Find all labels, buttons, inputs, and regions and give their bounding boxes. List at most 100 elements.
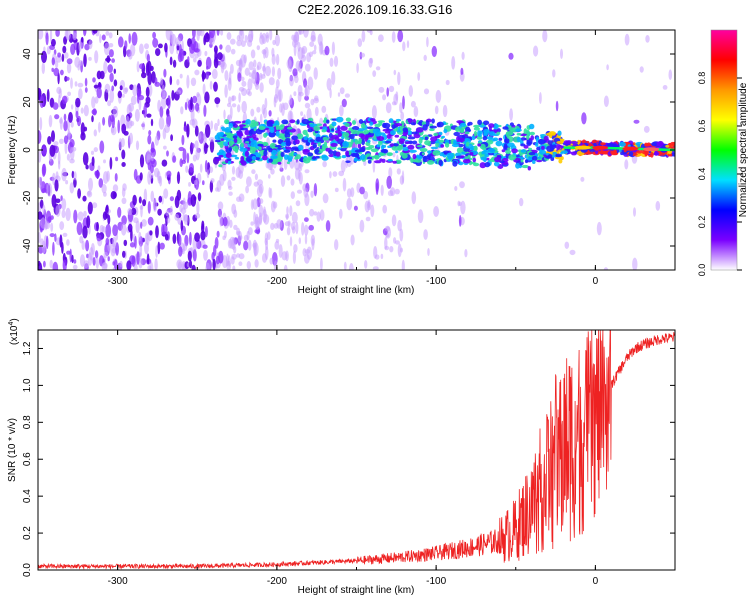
heatmap-cell — [186, 123, 190, 138]
colorbar-tick-label: 0.6 — [697, 120, 707, 133]
signal-cell — [249, 147, 256, 154]
heatmap-cell — [163, 91, 168, 98]
heatmap-cell — [226, 260, 232, 270]
heatmap-cell — [196, 201, 200, 215]
heatmap-cell — [264, 232, 269, 243]
signal-cell — [214, 157, 222, 161]
heatmap-cell — [69, 248, 72, 263]
signal-cell — [443, 128, 448, 134]
heatmap-cell — [78, 40, 82, 52]
heatmap-cell — [255, 213, 259, 225]
heatmap-cell — [172, 59, 177, 68]
heatmap-cell — [216, 103, 219, 108]
heatmap-cell — [136, 60, 140, 73]
heatmap-cell — [194, 53, 199, 59]
heatmap-cell — [231, 95, 235, 102]
heatmap-cell — [107, 256, 110, 262]
signal-cell — [372, 155, 380, 159]
signal-cell — [358, 119, 364, 124]
heatmap-cell — [402, 95, 405, 110]
heatmap-cell — [301, 222, 305, 236]
heatmap-cell — [399, 228, 404, 242]
signal-cell — [419, 148, 428, 152]
signal-cell — [465, 126, 471, 133]
signal-cell — [502, 126, 509, 130]
signal-cell — [386, 152, 393, 157]
svg-text:(x104): (x104) — [8, 318, 20, 345]
spectrogram-y-label: Frequency (Hz) — [7, 116, 18, 185]
heatmap-cell — [128, 53, 133, 60]
signal-cell — [477, 119, 482, 126]
heatmap-cell — [291, 211, 298, 224]
heatmap-cell — [423, 54, 427, 62]
heatmap-cell — [128, 33, 131, 44]
heatmap-cell — [46, 182, 53, 197]
heatmap-cell — [210, 178, 215, 183]
signal-cell — [248, 129, 253, 136]
heatmap-cell — [39, 117, 43, 131]
heatmap-cell — [262, 253, 267, 263]
heatmap-cell — [304, 95, 309, 101]
signal-cell — [523, 145, 529, 149]
signal-cell — [297, 144, 304, 151]
heatmap-cell — [389, 246, 394, 253]
signal-cell — [526, 141, 532, 147]
heatmap-cell — [238, 253, 245, 260]
heatmap-cell — [275, 238, 280, 243]
heatmap-cell — [384, 225, 391, 232]
heatmap-cell — [187, 56, 190, 63]
colorbar-label: Normalized spectral amplitude — [738, 82, 749, 217]
signal-cell — [225, 159, 229, 164]
heatmap-cell — [201, 70, 205, 82]
colorbar-tick-label: 0.4 — [697, 168, 707, 181]
signal-cell — [416, 145, 423, 148]
heatmap-cell — [122, 87, 128, 95]
signal-cell — [529, 123, 535, 130]
heatmap-cell — [176, 79, 180, 86]
signal-cell — [280, 151, 285, 157]
heatmap-cell — [247, 239, 252, 251]
signal-cell — [218, 164, 223, 168]
y-tick-label: 0.2 — [22, 526, 33, 540]
heatmap-cell — [43, 46, 46, 52]
heatmap-cell — [172, 155, 177, 163]
heatmap-cell — [106, 55, 111, 63]
heatmap-cell — [140, 205, 143, 218]
heatmap-cell — [149, 230, 153, 236]
heatmap-cell — [152, 31, 157, 39]
heatmap-cell — [159, 242, 165, 250]
heatmap-cell — [235, 59, 242, 67]
heatmap-cell — [259, 198, 264, 204]
signal-cell — [541, 145, 545, 150]
heatmap-cell — [397, 30, 404, 43]
signal-cell — [520, 149, 526, 153]
heatmap-cell — [221, 157, 227, 172]
heatmap-cell — [170, 134, 174, 142]
heatmap-cell — [182, 243, 188, 251]
heatmap-cell — [275, 79, 280, 89]
heatmap-cell — [270, 200, 276, 213]
heatmap-cell — [224, 230, 227, 239]
heatmap-cell — [83, 260, 89, 269]
signal-cell — [287, 126, 293, 130]
signal-cell — [436, 121, 444, 128]
heatmap-cell — [139, 243, 143, 257]
heatmap-cell — [154, 81, 161, 87]
heatmap-cell — [61, 53, 65, 62]
heatmap-cell — [569, 249, 576, 256]
heatmap-cell — [73, 209, 78, 224]
signal-cell — [479, 162, 487, 169]
signal-cell — [395, 159, 402, 164]
signal-cell — [399, 140, 405, 145]
signal-cell — [401, 153, 408, 159]
signal-cell — [526, 134, 530, 140]
y-tick-label: 0.0 — [22, 563, 33, 577]
heatmap-cell — [163, 68, 167, 78]
heatmap-cell — [241, 100, 247, 114]
heatmap-cell — [96, 86, 102, 99]
heatmap-cell — [179, 73, 183, 79]
heatmap-cell — [206, 169, 210, 179]
heatmap-cell — [303, 78, 308, 88]
heatmap-cell — [133, 217, 139, 224]
heatmap-cell — [48, 114, 53, 128]
